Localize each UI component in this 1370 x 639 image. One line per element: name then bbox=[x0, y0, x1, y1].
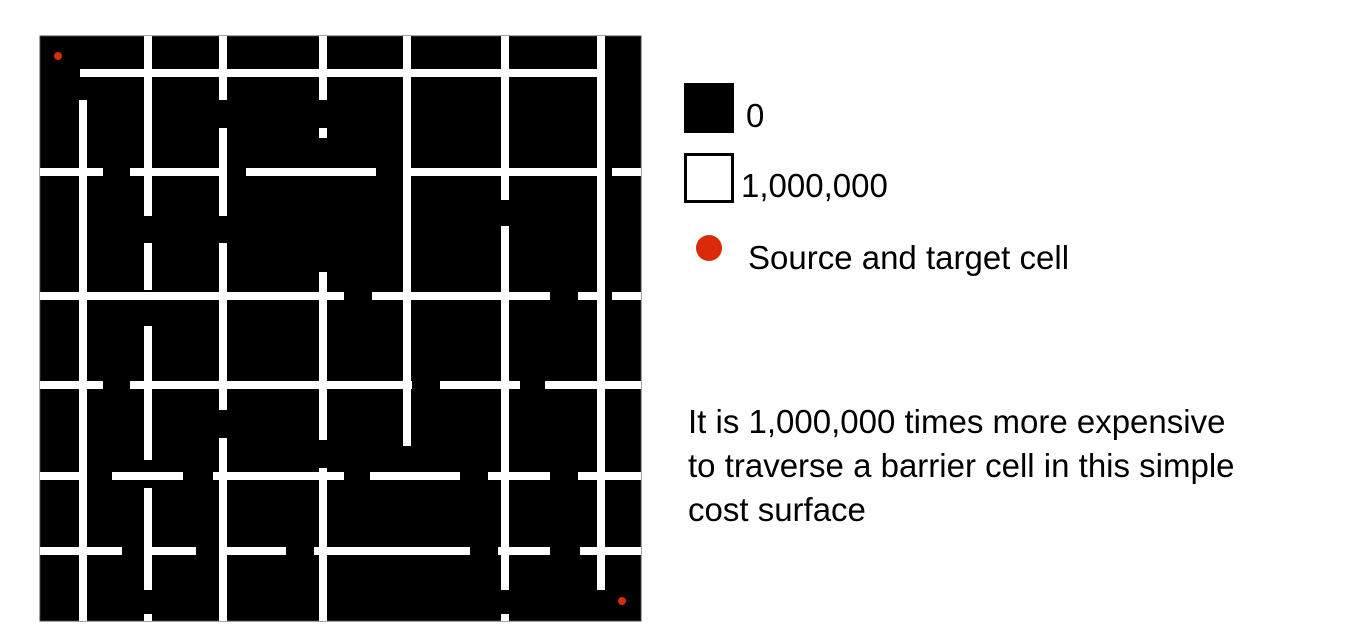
barrier-segment bbox=[597, 36, 605, 590]
barrier-segment bbox=[40, 168, 103, 176]
barrier-segment bbox=[144, 488, 152, 590]
target-cell-dot bbox=[618, 597, 626, 605]
barrier-segment bbox=[40, 381, 103, 389]
barrier-segment bbox=[501, 614, 509, 621]
grid-background bbox=[39, 35, 642, 622]
legend-label-zero: 0 bbox=[746, 97, 765, 134]
barrier-segment bbox=[40, 292, 344, 300]
barrier-segment bbox=[578, 472, 641, 480]
barrier-segment bbox=[219, 36, 227, 100]
barrier-segment bbox=[246, 168, 376, 176]
legend-label-barrier: 1,000,000 bbox=[741, 167, 888, 204]
barrier-segment bbox=[219, 243, 227, 410]
barrier-segment bbox=[224, 547, 286, 555]
barrier-segment bbox=[314, 547, 470, 555]
barrier-segment bbox=[501, 226, 509, 590]
barrier-segment bbox=[319, 128, 327, 138]
barrier-segment bbox=[488, 472, 550, 480]
barrier-segment bbox=[80, 69, 600, 77]
barrier-segment bbox=[612, 292, 641, 300]
barrier-segment bbox=[501, 36, 509, 200]
barrier-segment bbox=[144, 243, 152, 290]
barrier-segment bbox=[319, 36, 327, 100]
barrier-segment bbox=[144, 326, 152, 460]
barrier-segment bbox=[79, 100, 87, 621]
barrier-segment bbox=[498, 547, 550, 555]
barrier-segment bbox=[612, 168, 641, 176]
barrier-segment bbox=[150, 547, 196, 555]
barrier-segment bbox=[112, 472, 183, 480]
legend-red-dot-icon bbox=[696, 235, 722, 261]
barrier-segment bbox=[319, 272, 327, 440]
barrier-lines bbox=[40, 36, 641, 621]
barrier-segment bbox=[219, 128, 227, 216]
legend-swatch-zero bbox=[684, 83, 734, 133]
barrier-segment bbox=[372, 292, 550, 300]
barrier-segment bbox=[130, 381, 412, 389]
source-cell-dot bbox=[54, 52, 62, 60]
barrier-segment bbox=[403, 36, 411, 446]
legend-label-source-target: Source and target cell bbox=[748, 239, 1070, 276]
barrier-segment bbox=[440, 381, 520, 389]
barrier-segment bbox=[219, 438, 227, 621]
barrier-segment bbox=[144, 36, 152, 216]
cost-surface-grid bbox=[39, 35, 642, 622]
barrier-segment bbox=[319, 468, 327, 621]
barrier-segment bbox=[370, 472, 460, 480]
barrier-segment bbox=[545, 381, 641, 389]
barrier-segment bbox=[213, 472, 344, 480]
barrier-segment bbox=[580, 547, 641, 555]
explanation-note: It is 1,000,000 times more expensive to … bbox=[688, 400, 1348, 532]
note-line-3: cost surface bbox=[688, 491, 866, 528]
note-line-2: to traverse a barrier cell in this simpl… bbox=[688, 447, 1235, 484]
barrier-segment bbox=[578, 292, 601, 300]
note-line-1: It is 1,000,000 times more expensive bbox=[688, 403, 1226, 440]
barrier-segment bbox=[144, 614, 152, 621]
barrier-segment bbox=[40, 472, 82, 480]
legend-swatch-barrier bbox=[684, 153, 734, 203]
barrier-segment bbox=[130, 168, 222, 176]
